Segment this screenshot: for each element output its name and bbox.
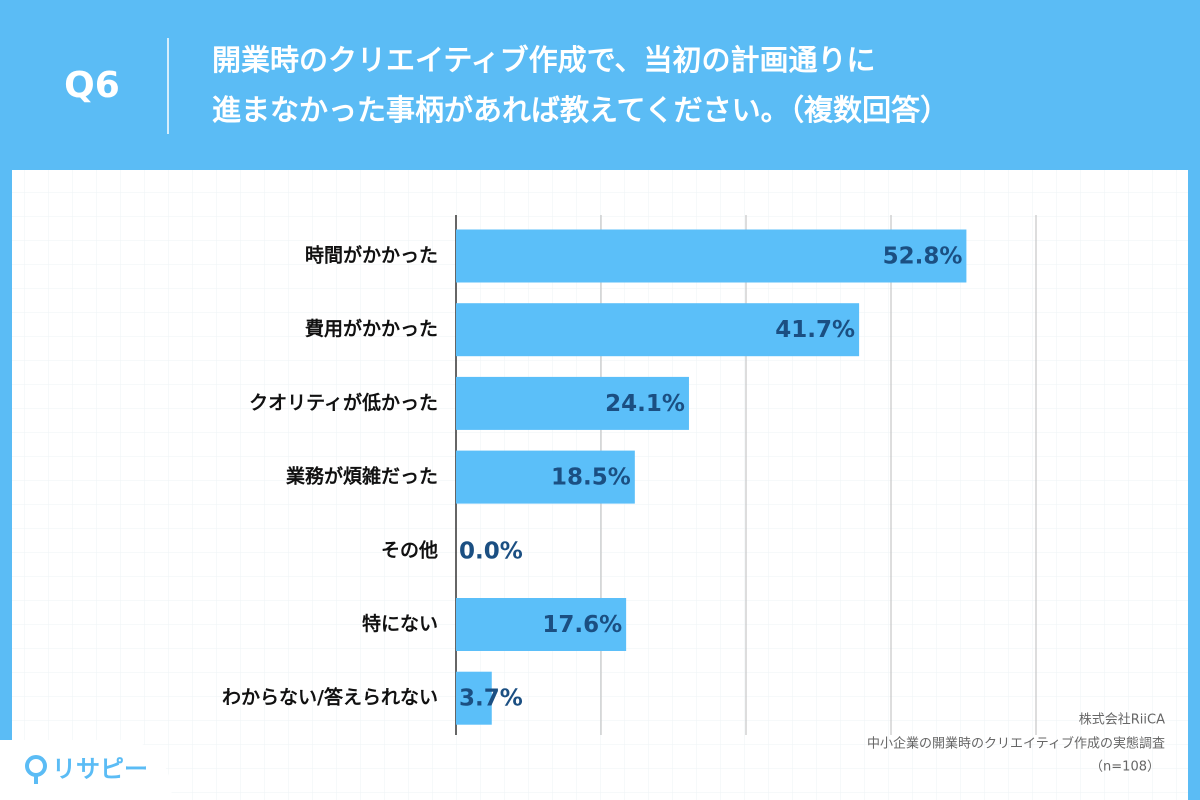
value-label: 3.7% (459, 686, 523, 712)
value-label: 52.8% (883, 244, 963, 270)
category-label: クオリティが低かった (249, 391, 438, 414)
question-number: Q6 (64, 65, 120, 106)
category-label: 特にない (362, 613, 438, 635)
value-label: 24.1% (605, 391, 685, 417)
title-line: 進まなかった事柄があれば教えてください。（複数回答） (212, 93, 949, 127)
category-label: 費用がかかった (305, 317, 438, 340)
source: （n=108） (1090, 760, 1160, 775)
plot: 時間がかかった 52.8% 費用がかかった 41.7% クオリティが低かった 24.1% 業… (222, 215, 1037, 735)
title-line: 開業時のクリエイティブ作成で、当初の計画通りに (212, 43, 876, 77)
category-label: わからない/答えられない (222, 686, 438, 709)
value-label: 41.7% (775, 317, 855, 343)
bar (456, 450, 635, 504)
logo-badge (0, 740, 172, 800)
value-label: 0.0% (459, 538, 523, 564)
bar (456, 671, 492, 725)
value-label: 17.6% (542, 612, 622, 638)
bar (456, 303, 860, 357)
bar (456, 598, 627, 651)
category-label: 業務が煩雑だった (285, 465, 438, 488)
bar (456, 376, 689, 430)
source: 中小企業の開業時のクリエイティブ作成の実態調査 (867, 736, 1165, 752)
logo: リサピー (52, 755, 148, 783)
category-label: その他 (381, 538, 438, 561)
source: 株式会社RiiCA (1079, 712, 1165, 728)
category-label: 時間がかかった (305, 244, 438, 267)
value-label: 18.5% (551, 465, 631, 491)
bar (456, 229, 967, 283)
